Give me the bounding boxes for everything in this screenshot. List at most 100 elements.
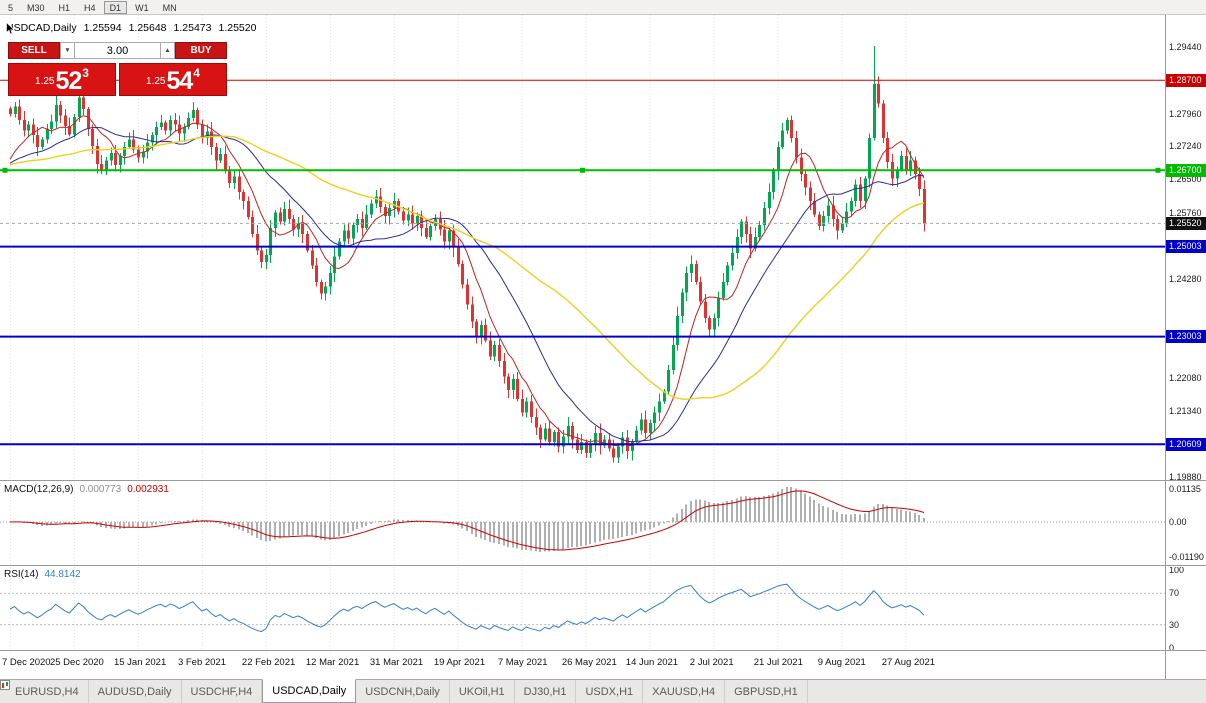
ask-price-pipette: 4 xyxy=(193,66,200,80)
tab-dj30-h1[interactable]: DJ30,H1 xyxy=(0,680,577,703)
timeframe-toolbar: 5 M30 H1 H4 D1 W1 MN xyxy=(0,0,1206,15)
tab-usdchf-h4[interactable]: USDCHF,H4 xyxy=(0,680,263,703)
tab-label: EURUSD,H4 xyxy=(15,685,79,698)
price-label-1.21340: 1.21340 xyxy=(1169,406,1202,417)
tab-ukoil-h1[interactable]: UKOil,H1 xyxy=(0,680,515,703)
bid-price-pipette: 3 xyxy=(82,66,89,80)
rsi-axis-0: 0 xyxy=(1169,643,1175,651)
macd-axis--0.01190: -0.01190 xyxy=(1169,551,1204,562)
date-label: 7 Dec 2020 xyxy=(2,657,51,668)
ma-line-21 xyxy=(9,126,925,443)
chevron-down-icon: ▼ xyxy=(64,47,71,54)
ma-line-50 xyxy=(9,135,925,400)
tab-label: USDCNH,Daily xyxy=(365,685,440,698)
rsi-axis-70: 70 xyxy=(1169,588,1180,599)
timeframe-button-H1[interactable]: H1 xyxy=(58,2,71,13)
bid-price-prefix: 1.25 xyxy=(35,76,55,87)
volume-decrease-button[interactable]: ▼ xyxy=(60,42,75,59)
tab-audusd-daily[interactable]: AUDUSD,Daily xyxy=(0,680,182,703)
tab-label: XAUUSD,H4 xyxy=(652,685,716,698)
ask-price-prefix: 1.25 xyxy=(146,76,166,87)
macd-signal-line xyxy=(9,490,925,551)
date-label: 27 Aug 2021 xyxy=(881,657,936,668)
price-label-1.22080: 1.22080 xyxy=(1169,373,1202,384)
macd-main-value: 0.000773 xyxy=(79,484,122,495)
timeframe-button-D1[interactable]: D1 xyxy=(103,0,128,14)
date-label: 26 May 2021 xyxy=(561,657,617,668)
price-label-1.29440: 1.29440 xyxy=(1169,42,1202,53)
tab-label: AUDUSD,Daily xyxy=(97,685,172,698)
timeframe-button-M30[interactable]: M30 xyxy=(27,2,45,13)
macd-axis-0.01135: 0.01135 xyxy=(1169,484,1201,495)
tab-xauusd-h4[interactable]: XAUUSD,H4 xyxy=(0,680,726,703)
sell-button[interactable]: SELL xyxy=(8,42,60,59)
tab-usdcnh-daily[interactable]: USDCNH,Daily xyxy=(0,680,450,703)
price-label-1.26500: 1.26500 xyxy=(1169,174,1202,185)
date-label: 3 Feb 2021 xyxy=(177,657,227,668)
date-label: 31 Mar 2021 xyxy=(369,657,424,668)
tab-label: DJ30,H1 xyxy=(523,685,567,698)
tab-label: USDCAD,Daily xyxy=(272,685,347,697)
date-label: 22 Feb 2021 xyxy=(241,657,296,668)
price-axis-macd: 0.01135 0.00 -0.01190 xyxy=(1166,482,1206,566)
macd-indicator-name: MACD(12,26,9) xyxy=(4,484,74,495)
mouse-cursor-icon xyxy=(6,22,15,35)
price-chart-panel[interactable]: USDCAD,Daily 1.25594 1.25648 1.25473 1.2… xyxy=(0,15,1165,481)
hline-handle[interactable] xyxy=(580,167,585,173)
one-click-trading-panel: SELL ▼ ▲ BUY 1.25 52 3 1.25 54 4 xyxy=(8,42,227,96)
time-axis[interactable]: 7 Dec 2020 25 Dec 2020 15 Jan 2021 3 Feb 20… xyxy=(0,652,1165,679)
chart-symbol-label: USDCAD,Daily xyxy=(6,22,77,34)
volume-increase-button[interactable]: ▲ xyxy=(160,42,175,59)
rsi-value: 44.8142 xyxy=(44,569,81,580)
macd-indicator-panel[interactable]: MACD(12,26,9) 0.000773 0.002931 xyxy=(0,482,1165,566)
rsi-axis-30: 30 xyxy=(1169,619,1180,630)
volume-input[interactable] xyxy=(75,42,160,59)
price-label-1.25760: 1.25760 xyxy=(1169,207,1202,218)
chart-window: USDCAD,Daily 1.25594 1.25648 1.25473 1.2… xyxy=(0,15,1206,679)
price-tag-1.25520: 1.25520 xyxy=(1166,216,1206,230)
tab-label: GBPUSD,H1 xyxy=(734,685,798,698)
ask-price-big-digits: 54 xyxy=(166,67,193,95)
tab-usdcad-daily[interactable]: USDCAD,Daily xyxy=(0,679,357,703)
timeframe-button-MN[interactable]: MN xyxy=(162,2,177,13)
timeframe-button-H4[interactable]: H4 xyxy=(84,2,96,13)
tab-label: UKOil,H1 xyxy=(458,685,505,698)
rsi-line xyxy=(9,583,925,633)
rsi-axis-100: 100 xyxy=(1169,567,1185,575)
hline-handle[interactable] xyxy=(2,167,8,173)
candles xyxy=(9,46,926,464)
price-label-1.27960: 1.27960 xyxy=(1169,108,1202,119)
rsi-indicator-name: RSI(14) xyxy=(4,569,39,580)
bid-price-big-digits: 52 xyxy=(55,67,82,95)
price-tag-1.25003: 1.25003 xyxy=(1166,240,1206,254)
price-label-1.24280: 1.24280 xyxy=(1169,274,1202,285)
price-axis[interactable]: 1.29440 1.27960 1.27240 1.26500 1.25760 1.242… xyxy=(1165,15,1206,679)
price-tag-1.28700: 1.28700 xyxy=(1166,73,1206,87)
ohlc-low: 1.25473 xyxy=(173,22,212,34)
macd-signal-value: 0.002931 xyxy=(127,484,169,495)
chart-tabs-bar: EURUSD,H4 AUDUSD,Daily USDCHF,H4 USDCAD,Dai… xyxy=(0,679,1206,703)
price-tag-1.20609: 1.20609 xyxy=(1166,437,1206,451)
hline-handle[interactable] xyxy=(1155,167,1161,173)
tab-usdx-h1[interactable]: USDX,H1 xyxy=(0,680,644,703)
price-axis-rsi: 100 70 30 0 xyxy=(1166,567,1206,651)
timeframe-button-W1[interactable]: W1 xyxy=(135,2,149,13)
buy-button[interactable]: BUY xyxy=(175,42,227,59)
ask-price-panel[interactable]: 1.25 54 4 xyxy=(119,63,227,96)
macd-histogram xyxy=(14,487,925,552)
tab-eurusd-h4[interactable]: EURUSD,H4 xyxy=(0,680,89,703)
chevron-up-icon: ▲ xyxy=(164,47,171,54)
date-label: 25 Dec 2020 xyxy=(49,657,104,668)
chart-ohlc-header: USDCAD,Daily 1.25594 1.25648 1.25473 1.2… xyxy=(6,22,257,35)
date-label: 12 Mar 2021 xyxy=(305,657,360,668)
date-label: 15 Jan 2021 xyxy=(113,657,167,668)
bid-price-panel[interactable]: 1.25 52 3 xyxy=(8,63,116,96)
date-label: 9 Aug 2021 xyxy=(817,657,866,668)
timeframe-button-5[interactable]: 5 xyxy=(8,2,14,13)
macd-axis-0.00: 0.00 xyxy=(1169,517,1187,527)
tab-gbpusd-h1[interactable]: GBPUSD,H1 xyxy=(0,680,808,703)
ohlc-close: 1.25520 xyxy=(218,22,257,34)
date-label: 21 Jul 2021 xyxy=(753,657,803,668)
rsi-indicator-panel[interactable]: RSI(14) 44.8142 xyxy=(0,567,1165,651)
tab-label: USDX,H1 xyxy=(585,685,634,698)
